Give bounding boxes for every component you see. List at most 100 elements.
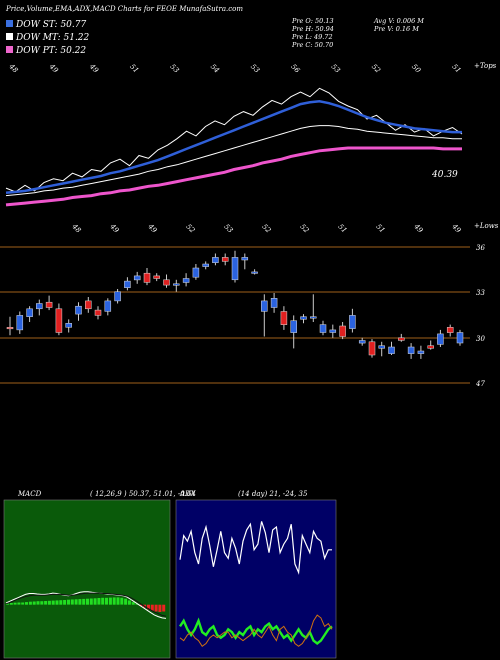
level-label: 36 bbox=[476, 244, 485, 252]
ema-series-3 bbox=[5, 146, 462, 207]
legend-swatch-mt bbox=[6, 33, 13, 40]
candle-body bbox=[221, 257, 229, 262]
bottom-tick-label: 52 bbox=[184, 223, 196, 235]
stat-avg-volume: Avg V: 0.006 M bbox=[373, 17, 424, 25]
macd-histogram-bar bbox=[28, 601, 32, 605]
stat-pre-high: Pre H: 50.94 bbox=[291, 25, 334, 33]
adx-params: (14 day) 21, -24, 35 bbox=[238, 490, 308, 498]
candle-body bbox=[456, 332, 464, 344]
macd-histogram-bar bbox=[44, 601, 48, 605]
top-tick-label: 51 bbox=[450, 63, 462, 75]
adx-series-2 bbox=[179, 614, 333, 648]
macd-line bbox=[5, 591, 167, 619]
macd-histogram-bar bbox=[55, 600, 59, 605]
top-tick-label: 52 bbox=[370, 63, 382, 75]
macd-histogram-bar bbox=[120, 597, 124, 605]
candle-body bbox=[133, 275, 141, 281]
legend-dow-st: DOW ST: 50.77 bbox=[15, 20, 86, 30]
candle-body bbox=[378, 345, 385, 349]
macd-histogram-bar bbox=[89, 598, 93, 605]
macd-label: MACD bbox=[17, 490, 42, 498]
ema-series-1 bbox=[5, 100, 462, 195]
ema-series-0 bbox=[5, 87, 463, 193]
candle-body bbox=[6, 327, 14, 330]
macd-histogram-bar bbox=[135, 603, 139, 605]
macd-histogram-bar bbox=[97, 598, 101, 605]
macd-histogram-bar bbox=[86, 598, 89, 605]
bottom-tick-label: 52 bbox=[260, 223, 272, 235]
candle-body bbox=[339, 325, 346, 337]
top-tick-label: 51 bbox=[128, 63, 140, 75]
candle-body bbox=[368, 341, 376, 356]
top-tick-label: 53 bbox=[330, 63, 342, 75]
adx-series-0 bbox=[179, 521, 332, 575]
macd-histogram-bar bbox=[47, 600, 51, 605]
candle-body bbox=[300, 316, 307, 320]
legend-dow-mt: DOW MT: 51.22 bbox=[15, 33, 90, 43]
level-label: 33 bbox=[476, 289, 485, 297]
candle-body bbox=[65, 323, 72, 328]
candle-body bbox=[143, 272, 151, 283]
bottom-tick-label: 48 bbox=[70, 222, 83, 235]
last-value-label: 40.39 bbox=[431, 170, 458, 180]
candle-body bbox=[319, 324, 327, 333]
macd-signal-line bbox=[5, 592, 167, 617]
macd-histogram-bar bbox=[9, 603, 13, 605]
candle-body bbox=[349, 315, 356, 329]
macd-histogram-bar bbox=[74, 599, 78, 605]
candle-body bbox=[280, 311, 288, 325]
macd-histogram-bar bbox=[147, 604, 150, 610]
tops-tag: +Tops bbox=[474, 62, 497, 70]
bottom-tick-label: 49 bbox=[146, 222, 159, 235]
macd-histogram-bar bbox=[139, 604, 143, 606]
macd-histogram-bar bbox=[131, 602, 135, 605]
macd-histogram-bar bbox=[6, 603, 9, 605]
macd-histogram-bar bbox=[59, 600, 63, 605]
candle-body bbox=[437, 333, 444, 345]
dow-legend: DOW ST: 50.77 DOW MT: 51.22 DOW PT: 50.2… bbox=[6, 20, 90, 56]
top-tick-label: 54 bbox=[209, 63, 221, 75]
macd-histogram-bar bbox=[93, 598, 97, 605]
candle-body bbox=[153, 275, 160, 279]
level-label: 30 bbox=[476, 335, 485, 343]
candle-body bbox=[36, 303, 43, 310]
candle-body bbox=[192, 267, 200, 278]
adx-label: ADX bbox=[179, 490, 197, 498]
price-ema-panel: +Tops 40.39 48 49 49 51 53 54 53 56 53 52 50 51 48 49… bbox=[5, 62, 497, 235]
bottom-tick-label: 52 bbox=[298, 223, 310, 235]
candle-body bbox=[16, 315, 24, 331]
candle-body bbox=[329, 329, 337, 333]
macd-histogram-bar bbox=[13, 602, 17, 605]
macd-histogram-bar bbox=[36, 601, 40, 605]
macd-histogram-bar bbox=[70, 599, 74, 605]
legend-swatch-st bbox=[6, 20, 13, 27]
macd-histogram-bar bbox=[25, 602, 28, 605]
top-tick-label: 50 bbox=[410, 63, 422, 75]
adx-panel bbox=[178, 521, 333, 648]
candle-body bbox=[407, 346, 415, 354]
macd-histogram-bar bbox=[21, 602, 25, 605]
candle-body bbox=[75, 305, 82, 315]
macd-histogram-bar bbox=[78, 599, 82, 605]
candle-body bbox=[310, 316, 317, 319]
candle-body bbox=[163, 279, 170, 286]
candle-body bbox=[427, 345, 434, 349]
legend-swatch-pt bbox=[6, 46, 13, 53]
lows-tag: +Lows bbox=[474, 222, 499, 230]
candlestick-panel: +Lows 36 33 30 47 bbox=[0, 222, 499, 388]
candle-body bbox=[202, 263, 209, 267]
candle-body bbox=[85, 300, 92, 310]
candle-body bbox=[212, 257, 219, 263]
candle-body bbox=[231, 257, 239, 281]
candle-body bbox=[241, 257, 249, 261]
candle-body bbox=[270, 298, 278, 308]
macd-histogram-bar bbox=[51, 600, 55, 605]
chart-title: Price,Volume,EMA,ADX,MACD Charts for FEO… bbox=[5, 5, 243, 13]
candle-body bbox=[182, 278, 190, 283]
top-tick-label: 53 bbox=[169, 63, 181, 75]
bottom-tick-label: 51 bbox=[336, 223, 348, 235]
macd-histogram-bar bbox=[127, 600, 131, 605]
macd-histogram-bar bbox=[154, 604, 158, 612]
bottom-tick-label: 49 bbox=[108, 222, 121, 235]
